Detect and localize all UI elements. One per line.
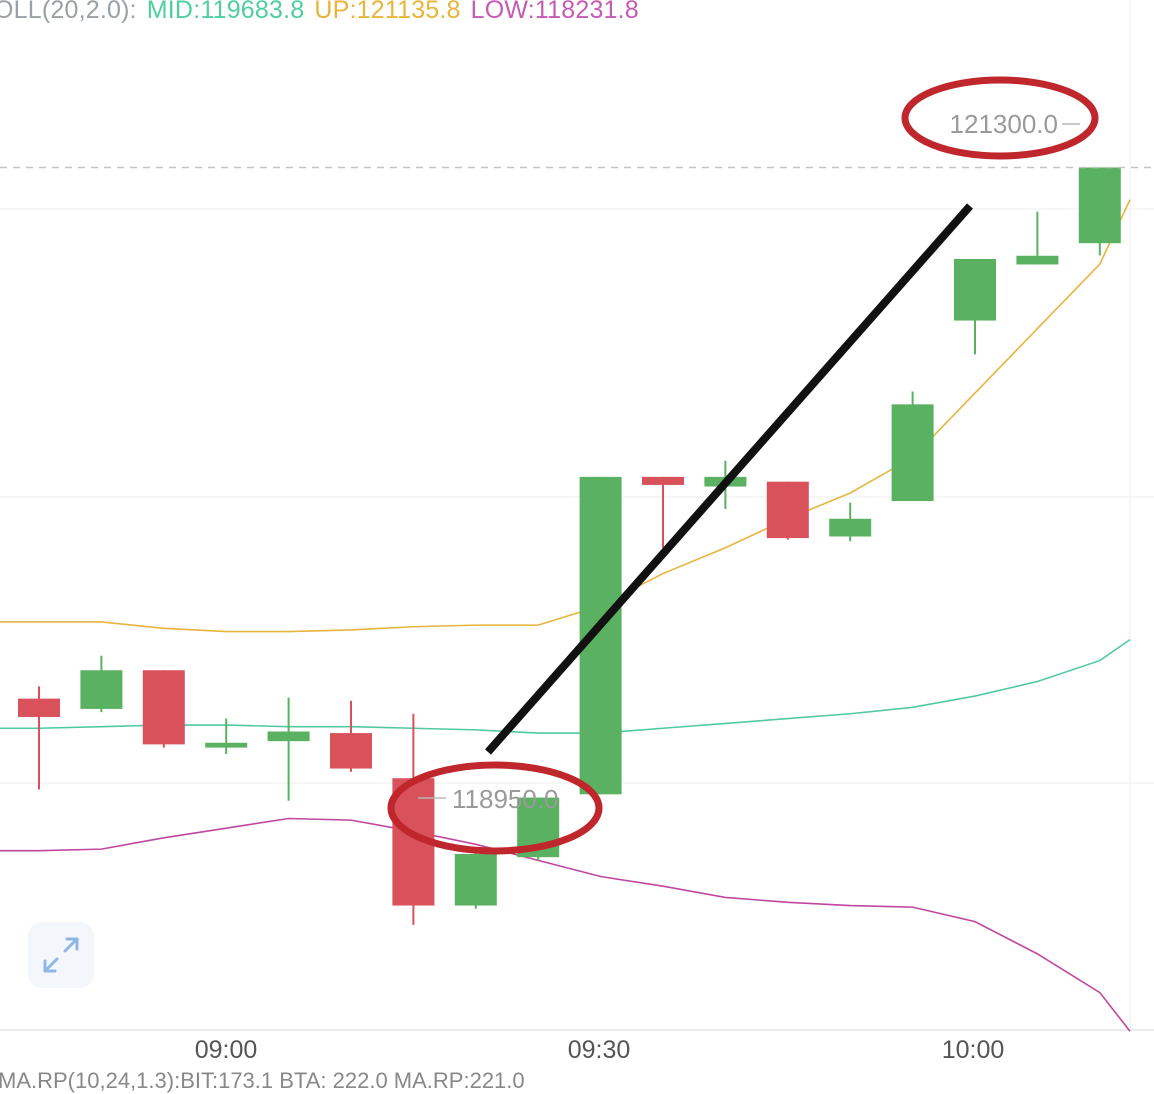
candle-body-16 bbox=[1016, 255, 1059, 265]
candle-body-13 bbox=[829, 518, 872, 537]
bollinger-legend: OLL(20,2.0): MID:119683.8 UP:121135.8 LOW:1… bbox=[0, 0, 649, 25]
candle-body-7 bbox=[454, 853, 497, 906]
low-price-label: 118950.0 bbox=[452, 784, 559, 814]
x-axis: 09:00 09:30 10:00 bbox=[195, 1036, 1005, 1064]
candle-body-4 bbox=[267, 731, 310, 742]
candle-body-0 bbox=[18, 698, 60, 717]
candle-4 bbox=[267, 697, 310, 801]
indicator-legend: MA.RP(10,24,1.3):BIT:173.1 BTA: 222.0 MA… bbox=[0, 1068, 525, 1093]
candle-3 bbox=[205, 718, 248, 755]
bollinger-up-value: UP:121135.8 bbox=[314, 0, 461, 24]
x-tick-2: 10:00 bbox=[942, 1036, 1005, 1064]
trend-line bbox=[485, 203, 973, 755]
x-tick-0: 09:00 bbox=[195, 1036, 258, 1064]
bollinger-lower-line bbox=[0, 817, 1131, 1032]
candle-16 bbox=[1016, 211, 1059, 265]
bollinger-low-value: LOW:118231.8 bbox=[470, 0, 639, 24]
expand-button[interactable] bbox=[28, 922, 94, 988]
chart-grid bbox=[0, 0, 1154, 1031]
candle-12 bbox=[766, 481, 809, 540]
expand-arrows-icon bbox=[43, 937, 79, 973]
candle-10 bbox=[642, 476, 684, 548]
x-tick-1: 09:30 bbox=[568, 1036, 631, 1064]
candle-body-10 bbox=[642, 476, 684, 485]
high-price-label: 121300.0 bbox=[950, 109, 1058, 139]
candles bbox=[18, 167, 1121, 925]
bollinger-upper-line bbox=[0, 199, 1131, 633]
annotations: 121300.0 118950.0 bbox=[0, 76, 1154, 855]
candle-14 bbox=[891, 391, 934, 502]
candle-body-12 bbox=[766, 481, 809, 539]
candle-body-3 bbox=[205, 742, 248, 748]
candle-5 bbox=[330, 700, 372, 772]
candle-1 bbox=[80, 655, 123, 713]
candle-body-2 bbox=[142, 670, 185, 745]
candle-15 bbox=[954, 258, 996, 355]
bollinger-bands bbox=[0, 199, 1131, 1032]
candle-2 bbox=[142, 670, 185, 748]
candle-body-14 bbox=[891, 404, 934, 502]
candle-body-5 bbox=[330, 733, 372, 769]
high-annotation-circle bbox=[901, 76, 1099, 160]
bollinger-mid-value: MID:119683.8 bbox=[146, 0, 305, 24]
bollinger-legend-prefix: OLL(20,2.0): bbox=[0, 0, 137, 24]
candle-body-17 bbox=[1078, 167, 1121, 244]
candle-body-15 bbox=[954, 258, 996, 321]
candle-0 bbox=[18, 686, 60, 790]
candle-7 bbox=[454, 850, 497, 909]
candle-17 bbox=[1078, 167, 1121, 256]
candle-13 bbox=[829, 502, 872, 542]
low-annotation-circle bbox=[387, 761, 603, 855]
candle-body-1 bbox=[80, 670, 123, 709]
